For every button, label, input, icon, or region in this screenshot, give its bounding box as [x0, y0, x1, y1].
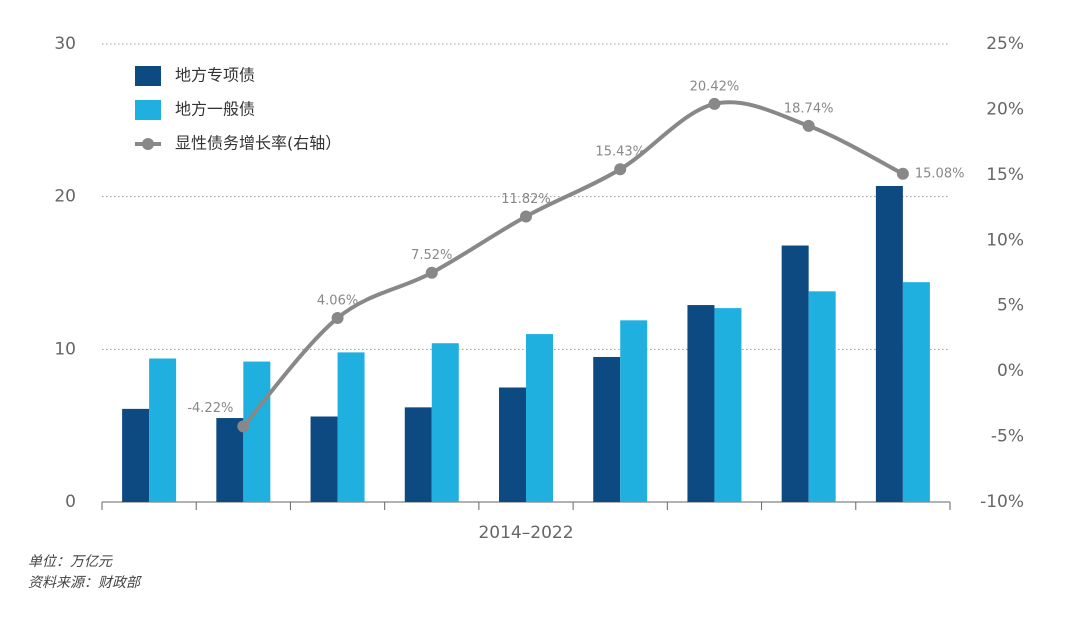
y2-tick-label: 25%: [986, 34, 1024, 54]
value-label: 4.06%: [317, 294, 358, 309]
note: 单位：万亿元: [28, 554, 113, 570]
bar: [875, 185, 903, 503]
bar: [243, 361, 271, 502]
bar: [526, 334, 553, 502]
note: 资料来源：财政部: [28, 575, 142, 591]
value-label: 11.82%: [501, 192, 551, 207]
x-axis-label: 2014–2022: [478, 523, 573, 543]
value-label: 7.52%: [411, 248, 452, 263]
y2-tick-label: -10%: [980, 492, 1024, 512]
bar: [149, 358, 177, 502]
legend-label: 显性债务增长率(右轴）: [175, 134, 341, 153]
bar: [620, 320, 648, 502]
y2-tick-label: 20%: [986, 99, 1024, 119]
y-tick-label: 0: [65, 492, 76, 512]
bar: [216, 418, 244, 502]
value-label: 15.08%: [915, 166, 965, 181]
y-tick-label: 30: [54, 34, 76, 54]
line-point: [237, 420, 250, 433]
value-label: 20.42%: [690, 79, 740, 94]
y2-tick-label: 15%: [986, 165, 1024, 185]
bar: [499, 387, 526, 502]
bar: [337, 352, 365, 502]
y-tick-label: 20: [54, 187, 76, 207]
y2-tick-label: -5%: [991, 427, 1024, 447]
bar: [122, 408, 150, 502]
bar: [593, 356, 621, 502]
bar: [781, 245, 809, 502]
bar: [310, 416, 338, 502]
bar: [902, 282, 930, 502]
legend-swatch: [135, 100, 161, 120]
bar: [808, 291, 836, 502]
value-label: 15.43%: [595, 145, 645, 160]
y2-tick-label: 5%: [997, 296, 1024, 316]
legend-label: 地方专项债: [175, 66, 255, 85]
line-point: [520, 210, 532, 223]
line-point: [708, 97, 721, 110]
line-point: [896, 167, 909, 180]
value-label: -4.22%: [187, 401, 233, 416]
bar: [431, 343, 459, 502]
line-point: [614, 163, 627, 176]
value-label: 18.74%: [784, 101, 834, 116]
legend-marker: [142, 138, 154, 150]
bar: [404, 407, 432, 502]
bar: [687, 305, 715, 502]
legend-swatch: [135, 66, 161, 86]
y-tick-label: 10: [54, 339, 76, 359]
y2-tick-label: 10%: [986, 230, 1024, 250]
y2-tick-label: 0%: [997, 361, 1024, 381]
legend-label: 地方一般债: [175, 100, 255, 119]
line-point: [425, 266, 438, 279]
line-point: [331, 312, 344, 325]
line-point: [802, 119, 815, 132]
bar: [714, 308, 742, 502]
